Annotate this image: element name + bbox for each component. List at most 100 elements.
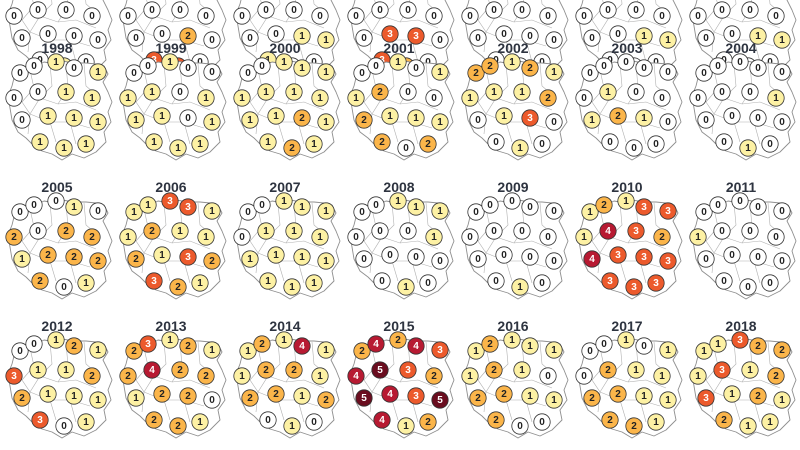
bubble-circle [89, 202, 107, 220]
bubble-circle [275, 53, 293, 71]
region-bubble: 1 [31, 133, 49, 151]
bubble-value: 0 [359, 68, 365, 79]
bubble-value: 0 [35, 87, 41, 98]
bubble-circle [83, 228, 101, 246]
bubble-value: 0 [413, 63, 419, 74]
region-border [249, 240, 259, 274]
bubble-circle [39, 385, 57, 403]
region-bubble: 0 [11, 342, 29, 360]
bubble-value: 0 [631, 143, 637, 154]
region-bubble: 0 [739, 278, 757, 296]
region-bubble: 2 [143, 222, 161, 240]
bubble-circle [139, 196, 157, 214]
region-bubble: 0 [13, 111, 31, 129]
region-bubble: 1 [495, 107, 513, 125]
region-bubble: 0 [353, 203, 371, 221]
bubble-value: 1 [89, 93, 95, 104]
bubble-value: 0 [63, 5, 69, 16]
bubble-value: 0 [203, 11, 209, 22]
year-label: 2005 [41, 179, 73, 195]
region-bubble: 0 [723, 246, 741, 264]
bubble-value: 1 [755, 31, 761, 42]
bubble-circle [153, 25, 171, 43]
region-bubble: 0 [425, 89, 443, 107]
bubble-value: 2 [493, 415, 499, 426]
bubble-circle [203, 391, 221, 409]
bubble-circle [659, 113, 677, 131]
bubble-circle [139, 335, 157, 353]
bubble-value: 1 [281, 335, 287, 346]
region-border [153, 236, 211, 250]
region-bubble: 2 [539, 89, 557, 107]
region-bubble: 0 [617, 53, 635, 71]
bubble-circle [347, 89, 365, 107]
bubble-circle [353, 64, 371, 82]
bubble-circle [259, 133, 277, 151]
bubble-circle [241, 389, 259, 407]
bubble-value: 0 [263, 5, 269, 16]
bubble-value: 1 [403, 421, 409, 432]
region-border [249, 379, 259, 413]
bubble-value: 1 [437, 206, 443, 217]
region-bubble: 0 [697, 29, 715, 47]
region-bubble: 0 [239, 64, 257, 82]
region-bubble: 0 [713, 222, 731, 240]
region-border [163, 121, 171, 143]
region-bubble: 0 [583, 29, 601, 47]
bubble-value: 1 [551, 345, 557, 356]
bubble-value: 1 [311, 139, 317, 150]
bubble-value: 1 [145, 200, 151, 211]
bubble-value: 0 [377, 5, 383, 16]
bubble-circle [39, 25, 57, 43]
region-border [21, 19, 31, 53]
bubble-circle [617, 53, 635, 71]
bubble-circle [469, 250, 487, 268]
poland-map: 00 10 112 002 1 1 120 2 [347, 53, 455, 161]
bubble-value: 0 [729, 29, 735, 40]
bubble-circle [257, 361, 275, 379]
bubble-circle [513, 83, 531, 101]
bubble-circle [47, 192, 65, 210]
region-bubble: 3 [659, 202, 677, 220]
bubble-value: 1 [291, 87, 297, 98]
bubble-circle [521, 387, 539, 405]
region-bubble: 0 [203, 63, 221, 81]
bubble-value: 1 [641, 391, 647, 402]
region-bubble: 0 [65, 27, 83, 45]
bubble-value: 2 [289, 143, 295, 154]
region-bubble: 1 [431, 113, 449, 131]
poland-map: 11 33 112 112 1 3 232 1 [119, 192, 227, 300]
region-bubble: 2 [767, 367, 785, 385]
bubble-value: 1 [133, 393, 139, 404]
bubble-value: 1 [715, 339, 721, 350]
poland-map: 00 12 131 122 1 1 130 1 [5, 331, 113, 439]
bubble-circle [731, 192, 749, 210]
bubble-circle [695, 342, 713, 360]
region-bubble: 1 [461, 367, 479, 385]
bubble-value: 1 [203, 232, 209, 243]
bubble-value: 0 [605, 5, 611, 16]
region-bubble: 2 [169, 278, 187, 296]
bubble-value: 0 [71, 63, 77, 74]
region-bubble: 1 [389, 53, 407, 71]
bubble-circle [539, 367, 557, 385]
region-bubble: 0 [355, 250, 373, 268]
bubble-circle [697, 389, 715, 407]
bubble-value: 1 [281, 57, 287, 68]
bubble-value: 2 [185, 391, 191, 402]
bubble-value: 0 [755, 63, 761, 74]
bubble-circle [275, 331, 293, 349]
bubble-circle [355, 389, 373, 407]
region-bubble: 0 [481, 196, 499, 214]
bubble-value: 0 [501, 250, 507, 261]
bubble-circle [239, 203, 257, 221]
bubble-value: 0 [665, 117, 671, 128]
bubble-value: 0 [197, 57, 203, 68]
bubble-value: 0 [539, 57, 545, 68]
bubble-circle [583, 29, 601, 47]
region-border [505, 260, 513, 282]
bubble-value: 3 [527, 113, 533, 124]
bubble-value: 0 [125, 11, 131, 22]
bubble-circle [317, 252, 335, 270]
bubble-value: 1 [299, 31, 305, 42]
